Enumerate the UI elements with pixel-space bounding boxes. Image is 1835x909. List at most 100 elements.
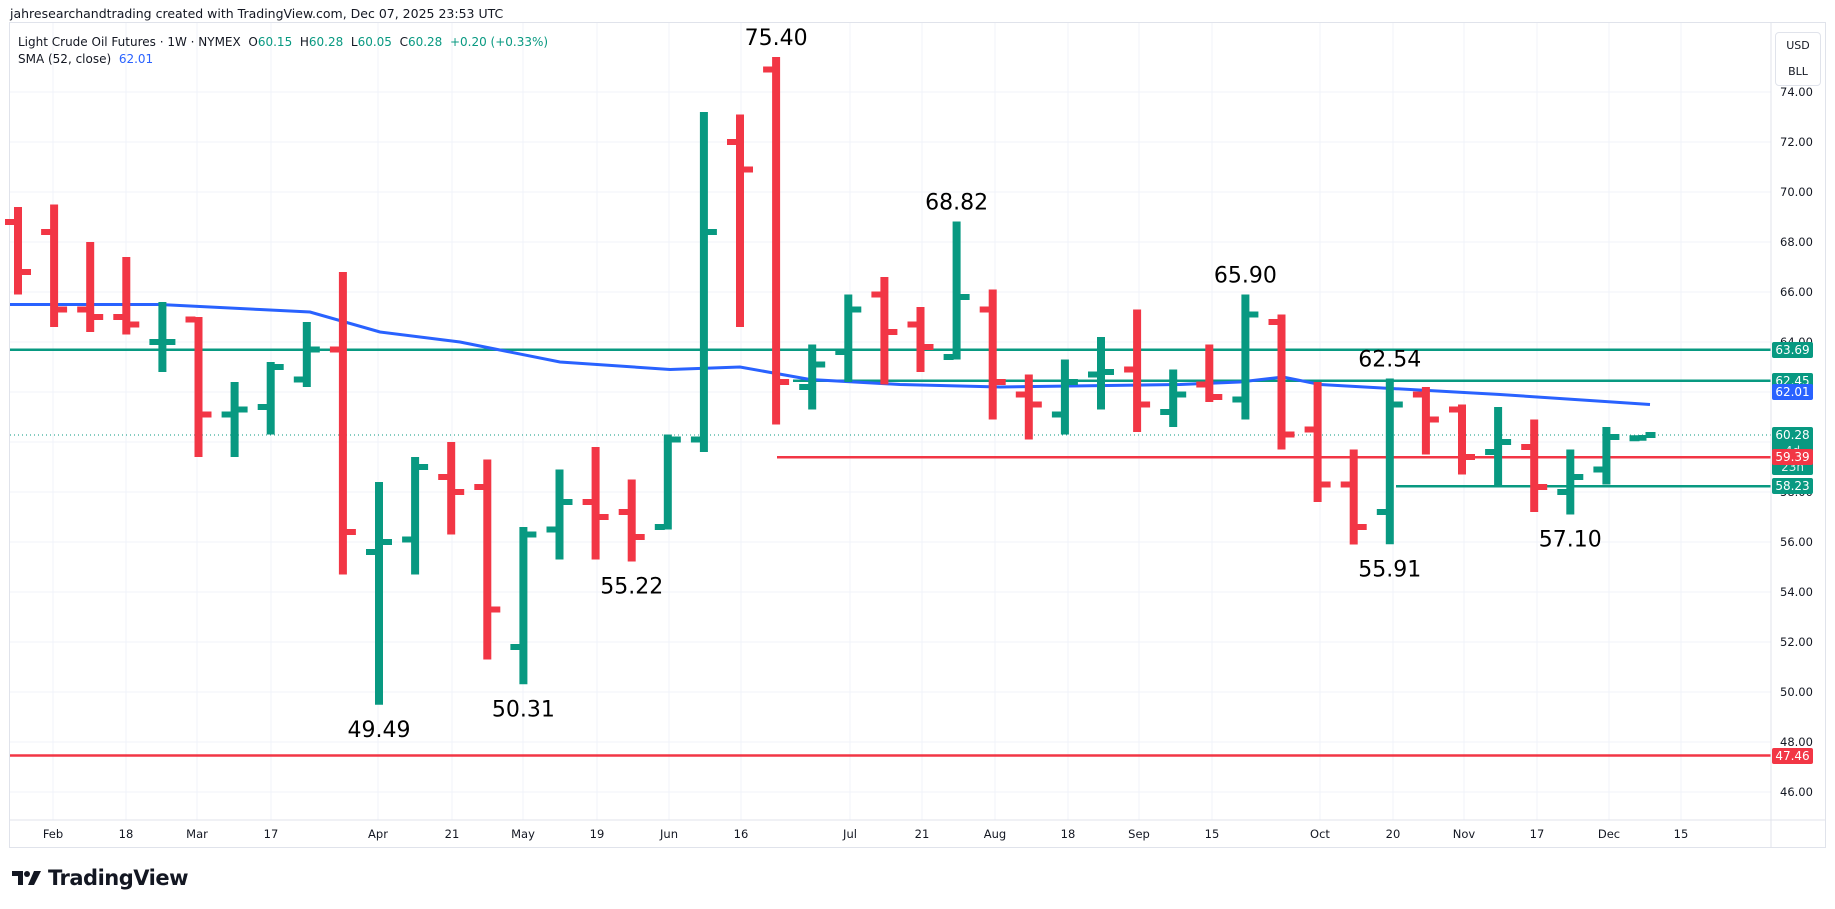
ohlc-bar[interactable]: [727, 114, 753, 328]
y-tick-label: 66.00: [1780, 285, 1813, 299]
ohlc-bar[interactable]: [221, 382, 248, 457]
unit-label: BLL: [1788, 65, 1808, 78]
close-label: C: [399, 35, 408, 49]
ohlc-bar[interactable]: [1629, 432, 1656, 442]
y-tick-label: 52.00: [1780, 635, 1813, 649]
currency-unit-selector[interactable]: USD BLL: [1775, 32, 1821, 86]
price-tag: 59.39: [1772, 449, 1813, 466]
price-annotation: 55.22: [600, 575, 663, 600]
ohlc-bar[interactable]: [654, 434, 681, 531]
tradingview-logo[interactable]: TradingView: [12, 866, 188, 890]
x-tick-label: Sep: [1128, 827, 1150, 841]
price-annotation: 65.90: [1214, 264, 1277, 289]
ohlc-bar[interactable]: [474, 459, 501, 660]
x-tick-label: 21: [445, 827, 460, 841]
x-tick-label: 18: [119, 827, 134, 841]
ohlc-bar[interactable]: [5, 207, 31, 295]
x-tick-label: Aug: [984, 827, 1006, 841]
ohlc-bar[interactable]: [763, 57, 790, 425]
ohlc-bar[interactable]: [257, 362, 284, 435]
x-tick-label: May: [511, 827, 535, 841]
y-tick-label: 48.00: [1780, 735, 1813, 749]
x-tick-label: Feb: [43, 827, 63, 841]
ohlc-bar[interactable]: [1521, 419, 1548, 513]
y-tick-label: 56.00: [1780, 535, 1813, 549]
open-label: O: [248, 35, 258, 49]
y-tick-label: 68.00: [1780, 235, 1813, 249]
price-annotation: 49.49: [348, 718, 411, 743]
ohlc-bar[interactable]: [293, 322, 320, 387]
ohlc-bar[interactable]: [582, 447, 609, 560]
logo-text: TradingView: [48, 866, 188, 890]
y-tick-label: 46.00: [1780, 785, 1813, 799]
ohlc-bar[interactable]: [1196, 344, 1223, 403]
x-tick-label: Nov: [1453, 827, 1476, 841]
price-tag: 47.46: [1772, 747, 1813, 764]
ohlc-bar[interactable]: [1015, 374, 1042, 440]
ohlc-bar[interactable]: [1268, 314, 1295, 450]
ohlc-bar[interactable]: [1124, 309, 1151, 433]
sma-legend-row[interactable]: SMA (52, close) 62.01: [18, 51, 548, 68]
price-tag-value: 63.69: [1775, 342, 1810, 357]
ohlc-bar[interactable]: [366, 482, 392, 705]
ohlc-bar[interactable]: [1557, 449, 1584, 515]
ohlc-bar[interactable]: [979, 289, 1006, 420]
price-annotation: 62.54: [1358, 348, 1421, 373]
ohlc-bar[interactable]: [402, 457, 429, 575]
y-tick-label: 70.00: [1780, 185, 1813, 199]
price-tag-value: 60.28: [1775, 428, 1810, 442]
tradingview-logo-icon: [12, 871, 41, 885]
ohlc-bar[interactable]: [510, 527, 537, 685]
price-annotation: 50.31: [492, 697, 555, 722]
sma-value: 62.01: [118, 52, 154, 66]
ohlc-bar[interactable]: [1593, 427, 1620, 485]
y-tick-label: 72.00: [1780, 135, 1813, 149]
x-tick-label: 17: [264, 827, 279, 841]
ohlc-bar[interactable]: [1412, 387, 1439, 455]
ohlc-bar[interactable]: [907, 307, 934, 372]
chart-frame: [9, 22, 1826, 848]
ohlc-bar[interactable]: [185, 316, 212, 458]
close-value: 60.28: [407, 35, 443, 49]
price-tag-value: 47.46: [1775, 748, 1810, 763]
ohlc-bar[interactable]: [438, 442, 465, 535]
low-value: 60.05: [357, 35, 392, 49]
ohlc-bar[interactable]: [871, 277, 898, 385]
symbol-legend-row[interactable]: Light Crude Oil Futures · 1W · NYMEX O60…: [18, 34, 548, 51]
currency-label: USD: [1786, 39, 1810, 52]
price-annotation: 68.82: [925, 191, 988, 216]
price-annotation: 55.91: [1358, 557, 1421, 582]
ohlc-bar[interactable]: [943, 221, 970, 361]
x-tick-label: Jun: [659, 827, 678, 841]
x-tick-label: 19: [590, 827, 605, 841]
ohlc-bar[interactable]: [1051, 359, 1078, 435]
ohlc-bar[interactable]: [799, 344, 826, 410]
x-tick-label: 17: [1530, 827, 1545, 841]
x-tick-label: Jul: [842, 827, 857, 841]
ohlc-bar[interactable]: [1088, 337, 1114, 410]
ohlc-bar[interactable]: [1449, 404, 1475, 475]
chart-credit: jahresearchandtrading created with Tradi…: [10, 6, 504, 21]
price-tag: 58.23: [1772, 478, 1813, 495]
open-value: 60.15: [257, 35, 293, 49]
ohlc-bar[interactable]: [329, 272, 356, 575]
ohlc-bar[interactable]: [690, 112, 717, 452]
x-tick-label: 16: [734, 827, 749, 841]
ohlc-bar[interactable]: [1485, 407, 1512, 487]
ohlc-bar[interactable]: [1160, 369, 1187, 428]
high-label: H: [299, 35, 309, 49]
ohlc-bar[interactable]: [41, 204, 68, 328]
ohlc-bar[interactable]: [618, 479, 645, 562]
ohlc-bar[interactable]: [1340, 449, 1367, 545]
ohlc-bar[interactable]: [1232, 294, 1259, 420]
ohlc-bar[interactable]: [835, 294, 862, 383]
y-tick-label: 50.00: [1780, 685, 1813, 699]
ohlc-bar[interactable]: [113, 257, 140, 335]
ohlc-bar[interactable]: [77, 242, 104, 332]
ohlc-bar[interactable]: [546, 469, 573, 560]
ohlc-bar[interactable]: [1304, 382, 1331, 502]
ohlc-bar[interactable]: [1376, 378, 1403, 545]
ohlc-bar[interactable]: [149, 302, 176, 372]
x-tick-label: 15: [1205, 827, 1220, 841]
